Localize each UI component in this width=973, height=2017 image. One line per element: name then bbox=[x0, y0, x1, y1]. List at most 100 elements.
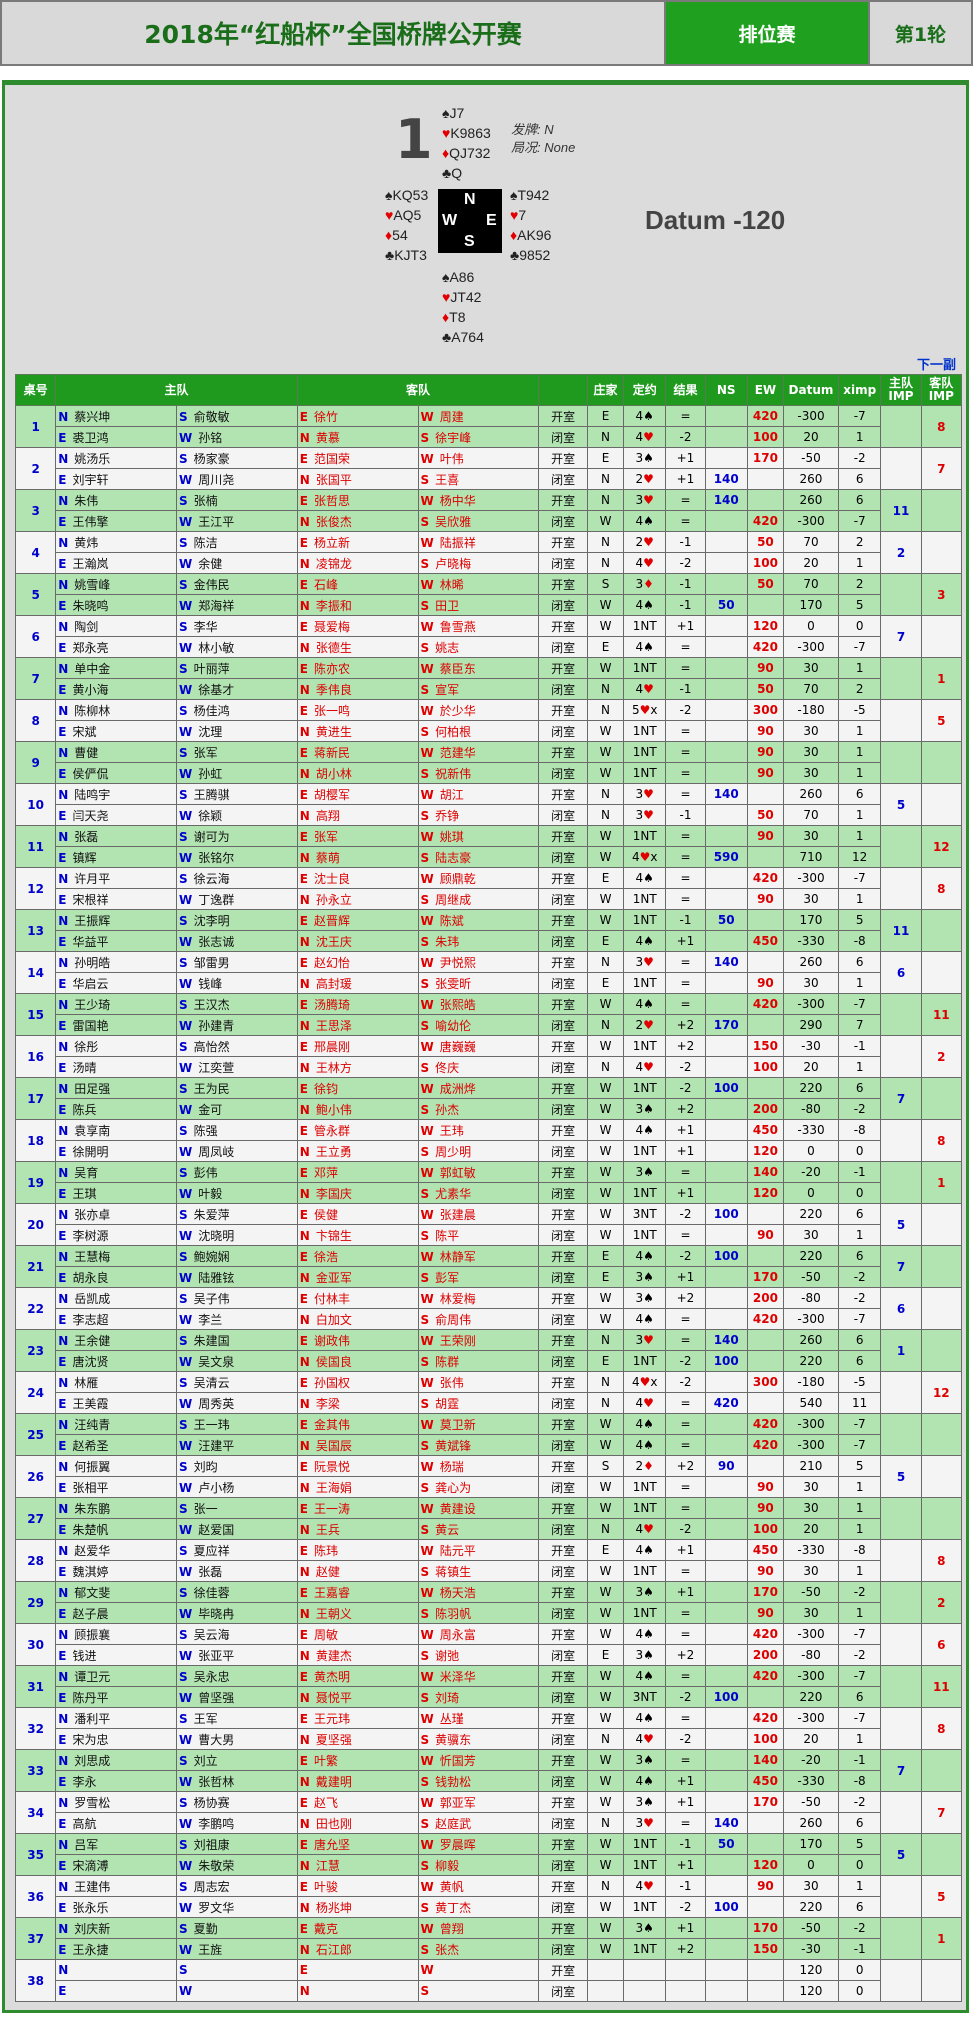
seat-label: S bbox=[179, 619, 188, 634]
guest-player: S 陈群 bbox=[417, 1350, 540, 1372]
home-imp bbox=[880, 1371, 922, 1414]
home-player: W 罗文华 bbox=[176, 1896, 298, 1918]
seat-label: N bbox=[299, 1732, 310, 1747]
result-cell: -1 bbox=[665, 804, 706, 826]
seat-label: E bbox=[58, 766, 67, 781]
seat-label: E bbox=[299, 1249, 308, 1264]
spade-icon: ♠ bbox=[442, 269, 450, 285]
room-cell: 开室 bbox=[538, 699, 588, 721]
home-player: W 张磊 bbox=[176, 1560, 298, 1582]
datum-cell: 30 bbox=[782, 762, 840, 784]
guest-player: S 朱玮 bbox=[417, 930, 540, 952]
ew-score: 420 bbox=[746, 1413, 784, 1435]
contract-cell: 4♥ bbox=[623, 552, 667, 574]
datum-cell: 70 bbox=[782, 804, 840, 826]
ns-score bbox=[704, 1728, 748, 1750]
declarer-cell: N bbox=[586, 552, 625, 574]
seat-label: E bbox=[58, 430, 67, 445]
seat-label: E bbox=[299, 871, 308, 886]
guest-player: E 胡樱军 bbox=[296, 783, 419, 805]
ew-score: 420 bbox=[746, 1707, 784, 1729]
seat-label: N bbox=[299, 1858, 310, 1873]
contract-cell: 4♠ bbox=[623, 636, 667, 658]
next-board-link[interactable]: 下一副 bbox=[917, 358, 957, 373]
ew-score: 200 bbox=[746, 1287, 784, 1309]
ximp-cell: -5 bbox=[838, 699, 882, 721]
guest-player: S 黄丁杰 bbox=[417, 1896, 540, 1918]
home-player: S 吴子伟 bbox=[176, 1287, 298, 1309]
guest-player: N 卞锦生 bbox=[296, 1224, 419, 1246]
home-player: E 宋根祥 bbox=[55, 888, 177, 910]
heart-icon: ♥ bbox=[442, 289, 451, 305]
datum-cell: 20 bbox=[782, 552, 840, 574]
ew-score bbox=[746, 1455, 784, 1477]
result-cell: +2 bbox=[665, 1014, 706, 1036]
ew-score bbox=[746, 909, 784, 931]
seat-label: N bbox=[58, 1249, 69, 1264]
suit-icon: ♥ bbox=[643, 556, 654, 570]
seat-label: N bbox=[299, 976, 310, 991]
home-player: N 曹健 bbox=[55, 741, 177, 763]
home-player: N 袁享南 bbox=[55, 1119, 177, 1141]
table-row: E 魏淇婷 W 张磊 N 赵健 S 蒋镇生 闭室 W 1NT = 90 30 1 bbox=[16, 1560, 962, 1582]
guest-player: S 徐宇峰 bbox=[417, 426, 540, 448]
col-result: 结果 bbox=[665, 374, 706, 406]
table-row: E 宋斌 W 沈理 N 黄进生 S 何柏根 闭室 W 1NT = 90 30 1 bbox=[16, 720, 962, 742]
seat-label: N bbox=[299, 1900, 310, 1915]
declarer-cell: S bbox=[586, 573, 625, 595]
ximp-cell: -7 bbox=[838, 1308, 882, 1330]
guest-player: W 王玮 bbox=[417, 1119, 540, 1141]
seat-label: N bbox=[58, 1837, 69, 1852]
result-cell: +1 bbox=[665, 1539, 706, 1561]
home-player: S 王军 bbox=[176, 1707, 298, 1729]
result-cell: = bbox=[665, 867, 706, 889]
guest-player: W 陆振祥 bbox=[417, 531, 540, 553]
seat-label: E bbox=[299, 703, 308, 718]
contract-cell: 1NT bbox=[623, 888, 667, 910]
room-cell: 闭室 bbox=[538, 1098, 588, 1120]
table-row: 15 N 王少琦 S 王汉杰 E 汤腾琦 W 张熙皓 开室 W 4♠ = 420 -300 -7 11 bbox=[14, 993, 963, 1036]
table-number: 33 bbox=[14, 1749, 57, 1792]
room-cell: 闭室 bbox=[538, 1434, 588, 1456]
result-cell: +2 bbox=[665, 1287, 706, 1309]
datum-cell: 70 bbox=[782, 573, 840, 595]
suit-icon: ♥ bbox=[643, 1333, 654, 1347]
guest-imp: 5 bbox=[920, 1875, 963, 1918]
seat-label: E bbox=[299, 1627, 308, 1642]
seat-label: E bbox=[299, 1291, 308, 1306]
guest-player: S 陈平 bbox=[417, 1224, 540, 1246]
seat-label: N bbox=[58, 871, 69, 886]
table-number: 31 bbox=[14, 1665, 57, 1708]
table-number: 35 bbox=[14, 1833, 57, 1876]
home-player: E 雷国艳 bbox=[55, 1014, 177, 1036]
seat-label: N bbox=[299, 430, 310, 445]
home-imp: 5 bbox=[880, 1203, 922, 1246]
stage-tab[interactable]: 排位赛 bbox=[664, 0, 870, 66]
ns-score bbox=[704, 1644, 748, 1666]
contract-cell: 1NT bbox=[623, 615, 667, 637]
datum-cell: 120 bbox=[782, 1980, 840, 2002]
declarer-cell: N bbox=[586, 426, 625, 448]
table-row: E 朱晓鸣 W 郑海祥 N 李振和 S 田卫 闭室 W 4♠ -1 50 170 5 bbox=[16, 594, 962, 616]
club-icon: ♣ bbox=[510, 247, 520, 263]
seat-label: W bbox=[179, 1102, 193, 1117]
ns-score: 100 bbox=[704, 1077, 748, 1099]
result-cell: = bbox=[665, 1623, 706, 1645]
seat-label: S bbox=[179, 1963, 188, 1977]
table-row: 38 N S E W 开室 120 0 bbox=[14, 1959, 963, 2002]
table-row: E 高航 W 李鹏鸣 N 田也刚 S 赵庭武 闭室 N 3♥ = 140 260 6 bbox=[16, 1812, 962, 1834]
home-player: N 王少琦 bbox=[55, 993, 177, 1015]
seat-label: W bbox=[179, 1438, 193, 1453]
guest-player: W 曾翔 bbox=[417, 1917, 540, 1939]
ns-score bbox=[704, 867, 748, 889]
ew-score: 450 bbox=[746, 930, 784, 952]
seat-label: S bbox=[420, 1984, 430, 1998]
result-cell: = bbox=[665, 1602, 706, 1624]
datum-cell: 30 bbox=[782, 1875, 840, 1897]
table-row: E 刘宇轩 W 周川尧 N 张国平 S 王喜 闭室 N 2♥ +1 140 260 6 bbox=[16, 468, 962, 490]
seat-label: S bbox=[420, 1732, 430, 1747]
seat-label: W bbox=[420, 1627, 434, 1642]
home-player: E 华益平 bbox=[55, 930, 177, 952]
result-cell: = bbox=[665, 405, 706, 427]
result-cell: +1 bbox=[665, 447, 706, 469]
